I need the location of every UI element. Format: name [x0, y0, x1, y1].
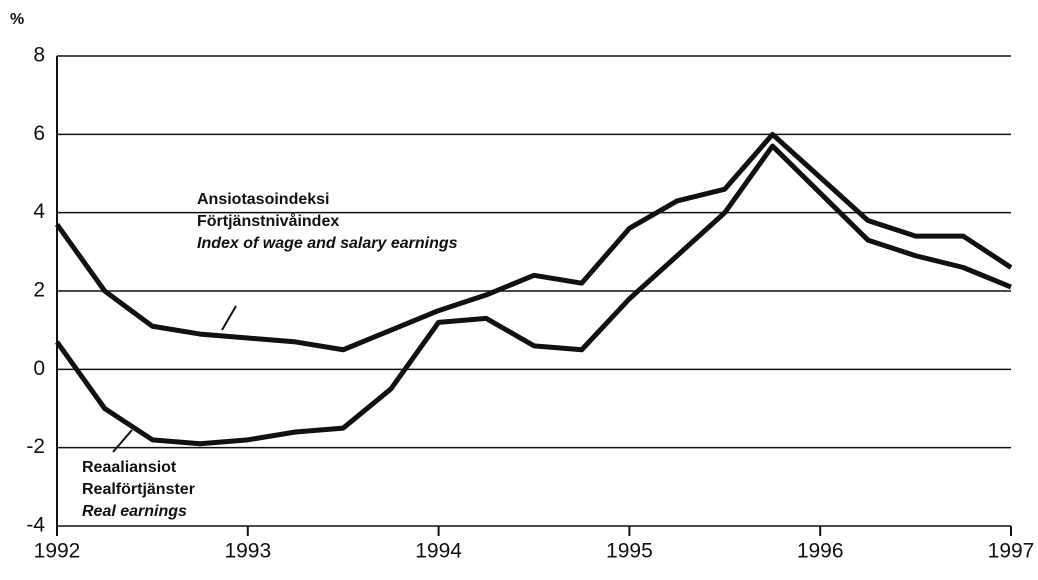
y-tick-label: 0 [33, 357, 45, 380]
series-label: Index of wage and salary earnings [197, 235, 458, 252]
leader-line [221, 305, 237, 331]
y-tick-label: -2 [26, 435, 45, 458]
series-label: Förtjänstnivåindex [197, 212, 339, 230]
y-tick-label: 6 [33, 122, 45, 145]
x-tick-label: 1992 [34, 540, 81, 563]
x-tick-label: 1997 [988, 540, 1035, 563]
series-label: Realförtjänster [82, 481, 195, 498]
leader-line [112, 429, 133, 453]
y-axis-label: % [10, 11, 24, 28]
series-label: Reaaliansiot [82, 459, 177, 476]
y-tick-label: 4 [33, 200, 45, 223]
series-line [54, 143, 1012, 447]
x-tick-label: 1996 [797, 540, 844, 563]
y-tick-label: 2 [33, 279, 45, 302]
y-tick-label: -4 [26, 514, 45, 537]
series-line [54, 131, 1013, 353]
series-label: Ansiotasoindeksi [197, 191, 329, 208]
series-label: Real earnings [82, 503, 187, 520]
y-tick-label: 8 [33, 44, 45, 67]
x-tick-label: 1994 [415, 540, 462, 563]
x-tick-label: 1995 [606, 540, 653, 563]
x-tick-label: 1993 [224, 540, 271, 563]
